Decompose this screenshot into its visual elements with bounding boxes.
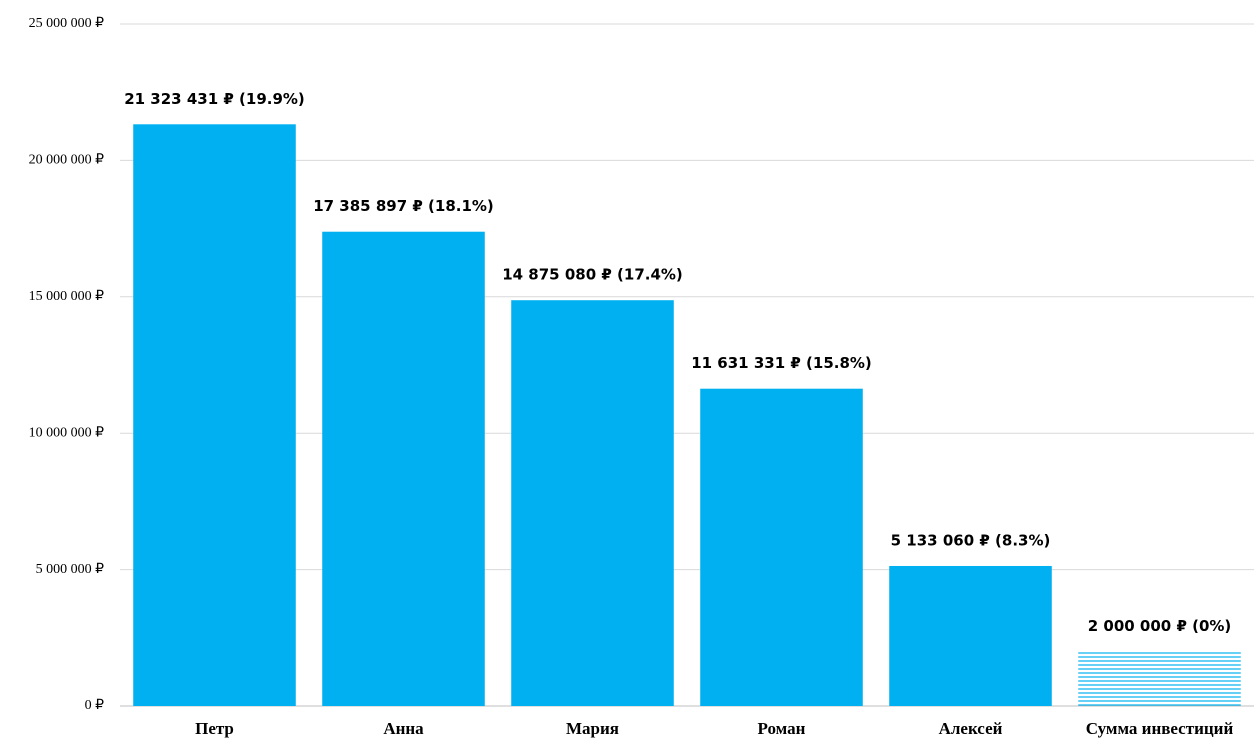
data-label: 5 133 060 ₽ (8.3%) — [891, 531, 1051, 549]
bar — [1078, 651, 1241, 706]
data-label: 14 875 080 ₽ (17.4%) — [502, 266, 683, 284]
y-tick-label: 5 000 000 ₽ — [36, 562, 105, 577]
bar — [133, 124, 296, 706]
y-tick-label: 20 000 000 ₽ — [29, 153, 105, 168]
data-label: 21 323 431 ₽ (19.9%) — [124, 90, 305, 108]
y-tick-label: 15 000 000 ₽ — [29, 289, 105, 304]
bar — [889, 565, 1052, 706]
x-tick-label: Мария — [566, 719, 619, 738]
data-label: 2 000 000 ₽ (0%) — [1088, 617, 1232, 635]
y-tick-label: 0 ₽ — [85, 698, 105, 713]
x-tick-label: Сумма инвестиций — [1086, 719, 1234, 738]
bar — [511, 300, 674, 706]
data-label: 17 385 897 ₽ (18.1%) — [313, 197, 494, 215]
data-label: 11 631 331 ₽ (15.8%) — [691, 354, 872, 372]
bar — [700, 388, 863, 706]
x-tick-label: Алексей — [939, 719, 1003, 738]
y-tick-label: 25 000 000 ₽ — [29, 16, 105, 31]
y-tick-label: 10 000 000 ₽ — [29, 425, 105, 440]
x-tick-label: Роман — [758, 719, 806, 738]
x-tick-label: Анна — [383, 719, 424, 738]
x-tick-label: Петр — [195, 719, 234, 738]
bar — [322, 231, 485, 707]
